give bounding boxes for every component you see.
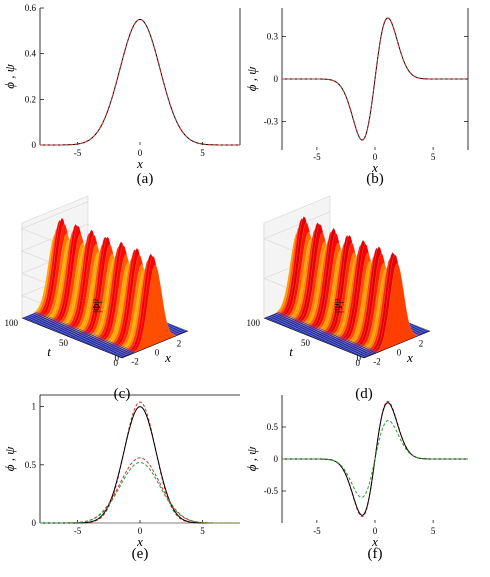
y-tick-label: 0.4 [25, 49, 37, 59]
line-chart-f: -0.5 0 0.5 -5 0 5 x ϕ , ψ (f) [244, 395, 468, 562]
x-tick-label: -5 [74, 148, 82, 158]
x-tick-label: 2 [419, 339, 424, 349]
x-axis-label: x [164, 350, 171, 365]
panel-caption: (c) [114, 386, 131, 402]
t-tick-label: 0 [356, 358, 361, 368]
z-axis-label: |Φ|² [92, 299, 103, 313]
series-line-2 [282, 420, 468, 498]
x-tick-label: -2 [131, 357, 139, 367]
t-tick-label: 50 [59, 338, 69, 348]
y-axis-label: ϕ , ψ [244, 66, 259, 91]
series-line-1 [40, 406, 240, 524]
y-tick-label: 0 [274, 454, 279, 464]
t-tick-label: 50 [301, 338, 311, 348]
y-tick-label: 0 [32, 518, 37, 528]
y-tick-label: 0.5 [25, 460, 37, 470]
z-axis-label: |Ψ|² [334, 299, 345, 313]
x-tick-label: 0 [373, 152, 378, 162]
t-axis-label: t [289, 344, 293, 359]
line-chart-a: 0 0.2 0.4 0.6 -5 0 5 x ϕ , ψ (a) [2, 3, 241, 187]
series-line-0 [40, 18, 240, 146]
y-tick-label: 1 [32, 402, 37, 412]
t-tick-label: 100 [247, 318, 261, 328]
x-axis-label: x [136, 534, 143, 549]
x-axis-label: x [406, 350, 413, 365]
x-tick-label: -5 [313, 152, 321, 162]
t-tick-label: 0 [114, 358, 119, 368]
series-line-1 [40, 18, 240, 146]
x-axis-label: x [371, 534, 378, 549]
x-tick-label: 0 [373, 526, 378, 536]
series-line-3 [40, 461, 240, 524]
y-tick-label: 0.5 [267, 422, 279, 432]
y-axis-label: ϕ , ψ [2, 446, 17, 471]
y-tick-label: -0.3 [264, 117, 279, 127]
x-tick-label: 0 [138, 148, 143, 158]
x-tick-label: 5 [431, 152, 436, 162]
y-tick-label: 0.6 [25, 3, 37, 13]
x-tick-label: 5 [200, 526, 205, 536]
panel-caption: (f) [368, 546, 383, 562]
t-axis [263, 317, 365, 359]
y-tick-label: 0 [32, 140, 37, 150]
x-tick-label: 5 [431, 526, 436, 536]
t-tick-label: 100 [5, 318, 19, 328]
x-tick-label: 0 [155, 348, 160, 358]
x-tick-label: 0 [397, 348, 402, 358]
y-tick-label: -0.5 [264, 486, 279, 496]
y-tick-label: 0.2 [25, 94, 36, 104]
series-line-0 [40, 401, 240, 524]
x-tick-label: 0 [138, 526, 143, 536]
x-axis-label: x [371, 160, 378, 175]
y-tick-label: 0.3 [267, 31, 279, 41]
z-tick-label: 0 [115, 353, 120, 363]
t-axis-label: t [47, 344, 51, 359]
x-tick-label: 2 [177, 339, 182, 349]
x-axis-label: x [136, 156, 143, 171]
x-tick-label: 5 [200, 148, 205, 158]
x-axis [121, 330, 189, 359]
y-tick-label: 0 [274, 74, 279, 84]
panel-caption: (e) [132, 546, 149, 562]
z-tick-label: 0 [357, 353, 362, 363]
panel-caption: (a) [137, 171, 154, 187]
line-chart-b: -0.3 0 0.3 -5 0 5 x ϕ , ψ (b) [244, 8, 469, 187]
series-line-2 [40, 457, 240, 524]
x-axis [363, 330, 431, 359]
panel-caption: (b) [366, 171, 384, 187]
line-chart-e: 0 0.5 1 -5 0 5 x ϕ , ψ (e) [2, 394, 240, 562]
x-tick-label: -5 [74, 526, 82, 536]
y-axis-label: ϕ , ψ [244, 446, 259, 471]
x-tick-label: -2 [373, 357, 381, 367]
t-axis [21, 317, 123, 359]
x-tick-label: -5 [313, 526, 321, 536]
y-axis-label: ϕ , ψ [2, 63, 17, 88]
panel-caption: (d) [355, 386, 373, 402]
series-line-1 [282, 17, 468, 141]
